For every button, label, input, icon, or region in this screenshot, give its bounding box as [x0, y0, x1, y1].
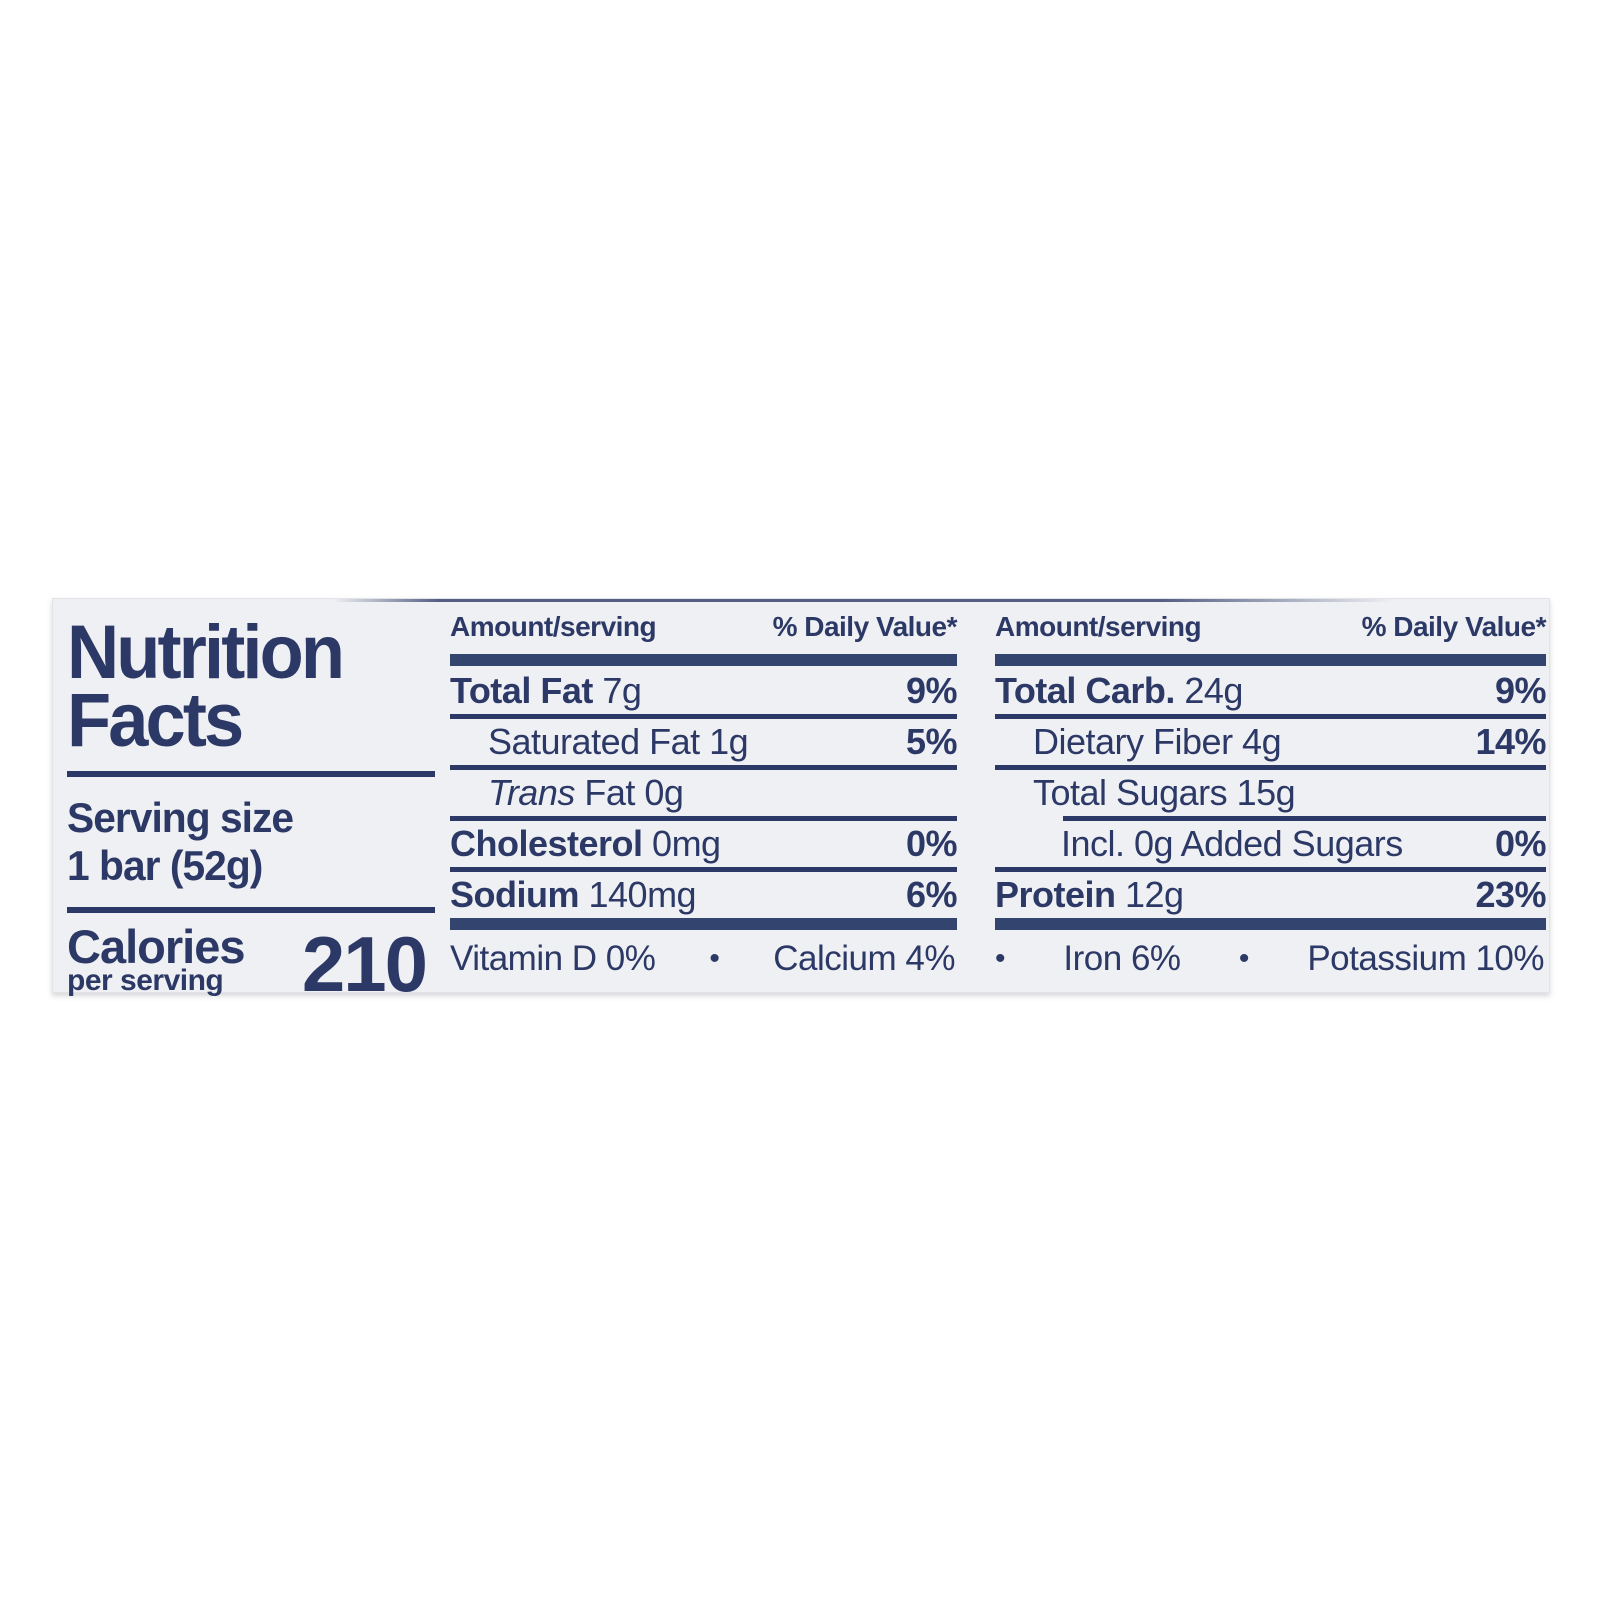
daily-value-percent: 0%	[905, 823, 958, 864]
micronutrient-value: Calcium 4%	[773, 939, 955, 978]
daily-value-header: % Daily Value*	[1361, 611, 1547, 642]
micronutrient-value: Vitamin D 0%	[450, 939, 656, 978]
panel-title-line1: Nutrition	[67, 610, 345, 695]
nutrition-facts-label: Nutrition Facts Serving size 1 bar (52g)…	[52, 598, 1550, 1008]
amount-serving-header: Amount/serving	[995, 611, 1202, 642]
nutrient-row: Sodium 140mg 6%	[450, 872, 958, 918]
daily-value-percent: 0%	[1494, 823, 1547, 864]
daily-value-percent: 9%	[1494, 670, 1547, 711]
bullet-separator: •	[709, 942, 720, 975]
column-header: Amount/serving % Daily Value*	[995, 611, 1547, 643]
micronutrient-value: Iron 6%	[1063, 939, 1181, 978]
title-column: Nutrition Facts Serving size 1 bar (52g)…	[67, 599, 450, 1008]
nutrient-row: Saturated Fat 1g 5%	[450, 719, 958, 765]
micronutrients-row: • Iron 6% • Potassium 10%	[995, 939, 1546, 979]
divider	[67, 771, 435, 777]
micronutrients-row: Vitamin D 0% • Calcium 4%	[450, 939, 957, 979]
nutrient-name: Total Sugars 15g	[1033, 772, 1296, 813]
calories-value: 210	[301, 920, 428, 1008]
nutrient-row: Trans Fat 0g	[450, 770, 957, 816]
panel-title: Nutrition Facts	[67, 610, 414, 763]
nutrient-name: Total Carb. 24g	[995, 670, 1243, 711]
nutrient-column-1: Amount/serving % Daily Value* Total Fat …	[450, 599, 958, 992]
divider	[450, 816, 957, 821]
divider	[450, 714, 957, 719]
nutrient-row: Total Fat 7g 9%	[450, 668, 958, 714]
footer-rule	[995, 918, 1546, 930]
divider	[995, 765, 1546, 770]
serving-size-block: Serving size 1 bar (52g)	[67, 794, 421, 890]
header-rule	[450, 654, 957, 666]
top-hairline	[333, 599, 1393, 602]
divider	[995, 714, 1546, 719]
divider	[67, 907, 435, 913]
daily-value-percent: 9%	[905, 670, 958, 711]
column-header: Amount/serving % Daily Value*	[450, 611, 958, 643]
nutrient-name: Dietary Fiber 4g	[1033, 721, 1282, 762]
nutrient-name: Cholesterol 0mg	[450, 823, 721, 864]
nutrient-name: Trans Fat 0g	[488, 772, 684, 813]
nutrient-rows: Total Fat 7g 9% Saturated Fat 1g 5% Trans Fa…	[450, 668, 958, 918]
daily-value-percent: 6%	[905, 874, 958, 915]
nutrient-name: Incl. 0g Added Sugars	[1061, 823, 1403, 864]
serving-size-value: 1 bar (52g)	[67, 842, 263, 889]
panel-title-line2: Facts	[67, 678, 244, 763]
daily-value-percent: 23%	[1475, 874, 1546, 915]
divider	[450, 765, 957, 770]
header-rule	[995, 654, 1546, 666]
daily-value-percent: 14%	[1475, 721, 1546, 762]
nutrient-row: Protein 12g 23%	[995, 872, 1546, 918]
calories-block: Calories per serving 210	[67, 920, 432, 1008]
divider	[450, 867, 957, 872]
nutrient-row: Incl. 0g Added Sugars 0%	[995, 821, 1547, 867]
calories-per-serving-label: per serving	[67, 964, 224, 997]
calories-label: Calories	[67, 920, 245, 973]
nutrient-row: Dietary Fiber 4g 14%	[995, 719, 1546, 765]
footer-rule	[450, 918, 957, 930]
micronutrient-value: Potassium 10%	[1307, 939, 1544, 978]
serving-size-label: Serving size	[67, 794, 294, 841]
nutrient-row: Total Carb. 24g 9%	[995, 668, 1547, 714]
bullet-separator: •	[1238, 942, 1250, 975]
calories-labels: Calories per serving	[67, 920, 245, 997]
bullet-separator: •	[995, 942, 1006, 975]
divider	[1063, 816, 1546, 821]
nutrient-name: Total Fat 7g	[450, 670, 642, 711]
nutrient-row: Cholesterol 0mg 0%	[450, 821, 958, 867]
divider	[995, 867, 1546, 872]
nutrient-row: Total Sugars 15g	[995, 770, 1546, 816]
nutrient-name: Protein 12g	[995, 874, 1184, 915]
nutrient-rows: Total Carb. 24g 9% Dietary Fiber 4g 14% Tota…	[995, 668, 1547, 918]
nutrient-name: Sodium 140mg	[450, 874, 697, 915]
daily-value-percent: 5%	[905, 721, 958, 762]
daily-value-header: % Daily Value*	[772, 611, 958, 642]
amount-serving-header: Amount/serving	[450, 611, 657, 642]
nutrient-column-2: Amount/serving % Daily Value* Total Carb…	[995, 599, 1547, 992]
nutrient-name: Saturated Fat 1g	[488, 721, 749, 762]
